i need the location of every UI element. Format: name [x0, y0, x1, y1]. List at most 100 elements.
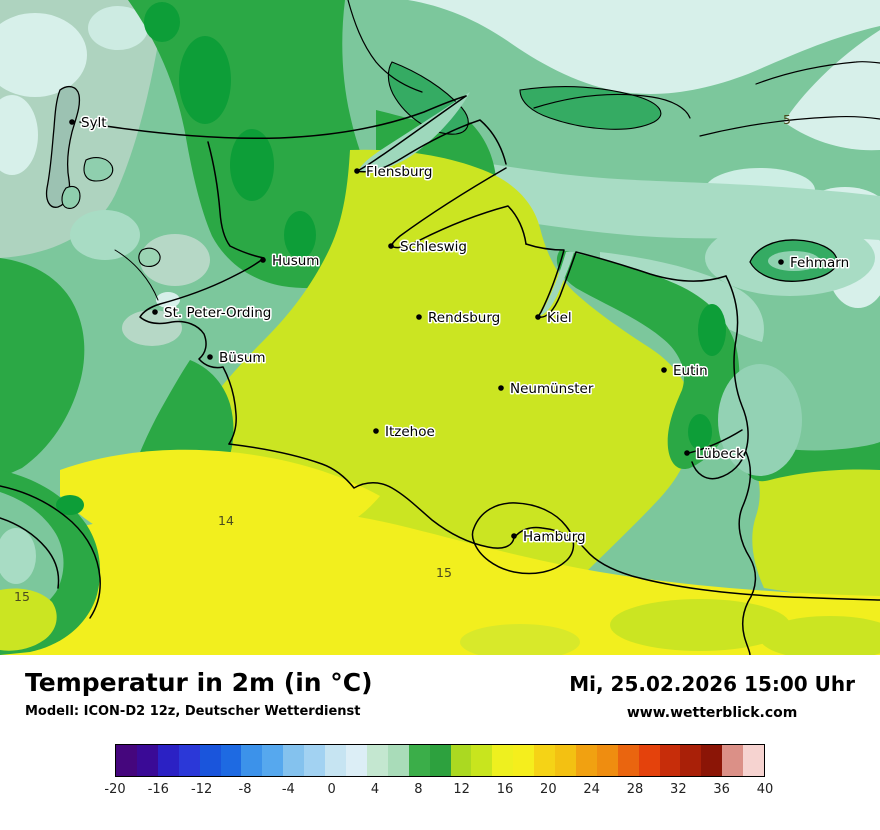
city-marker: Büsum [207, 349, 267, 368]
legend-color-block [262, 745, 284, 776]
elbe-river [228, 443, 880, 601]
temperature-value: 15 [436, 565, 452, 580]
city-marker: Itzehoe [373, 423, 436, 442]
city-dot [69, 119, 75, 125]
island-amrum [61, 185, 81, 209]
legend-color-block [220, 745, 242, 776]
city-marker: St. Peter-Ording [152, 304, 273, 323]
legend-tick: 20 [540, 782, 557, 797]
legend-color-block [345, 745, 367, 776]
city-marker: Lübeck [684, 445, 746, 464]
city-dot [388, 243, 394, 249]
city-marker: Kiel [535, 309, 573, 328]
legend-color-block [387, 745, 409, 776]
temperature-value: 5 [783, 112, 791, 127]
legend-color-block [701, 745, 723, 776]
legend-color-block [136, 745, 158, 776]
legend-color-block [283, 745, 305, 776]
west-coastline [139, 141, 265, 445]
city-label: Hamburg [523, 529, 586, 545]
city-dot [260, 257, 266, 263]
city-label: Husum [272, 253, 319, 269]
weather-map: Sylt Flensburg Schleswig Husum Fehmarn St. Pe… [0, 0, 880, 655]
legend-tick: 16 [496, 782, 514, 797]
legend-tick: -8 [238, 782, 252, 797]
city-label: Sylt [81, 115, 107, 131]
legend-color-block [178, 745, 200, 776]
coastlines [0, 0, 880, 655]
legend-color-block [429, 745, 451, 776]
city-label: Schleswig [400, 239, 467, 255]
legend-tick: -4 [281, 782, 295, 797]
legend-color-block [722, 745, 744, 776]
legend-color-block [304, 745, 326, 776]
legend-color-block [471, 745, 493, 776]
website-url: www.wetterblick.com [626, 705, 798, 721]
flensburg-fjord [358, 92, 470, 172]
legend-tick: 12 [453, 782, 470, 797]
danish-border [79, 95, 467, 140]
city-label: Flensburg [366, 164, 432, 180]
city-label: Itzehoe [385, 424, 435, 440]
city-marker: Fehmarn [778, 254, 851, 273]
city-dot [535, 314, 541, 320]
legend-color-block [743, 745, 765, 776]
legend-tick: 32 [670, 782, 687, 797]
legend-color-block [366, 745, 388, 776]
legend-tick: -12 [191, 782, 213, 797]
forecast-datetime: Mi, 25.02.2026 15:00 Uhr [569, 672, 855, 696]
legend-tick: 36 [713, 782, 730, 797]
legend-color-block [450, 745, 472, 776]
map-svg: Sylt Flensburg Schleswig Husum Fehmarn St. Pe… [0, 0, 880, 655]
island-foehr [83, 157, 114, 182]
city-dot [498, 385, 504, 391]
hamburg-border [471, 502, 575, 575]
legend-color-block [157, 745, 179, 776]
city-labels-layer: Sylt Flensburg Schleswig Husum Fehmarn St. Pe… [69, 114, 851, 547]
legend-color-block [513, 745, 535, 776]
legend-color-block [534, 745, 556, 776]
city-label: Rendsburg [428, 310, 500, 326]
city-dot [684, 450, 690, 456]
city-marker: Rendsburg [416, 309, 502, 328]
legend-color-block [325, 745, 346, 776]
schlei-inlet [390, 167, 527, 249]
city-dot [152, 309, 158, 315]
city-label: Kiel [547, 310, 572, 326]
legend-color-block [116, 745, 137, 776]
city-label: Büsum [219, 350, 266, 366]
legend-color-block [680, 745, 702, 776]
legend-color-block [659, 745, 681, 776]
temperature-legend: -20 -16 -12 -8 -4 0 4 8 12 16 20 24 28 32 36 40 [25, 744, 855, 800]
city-marker: Flensburg [354, 163, 434, 182]
city-marker: Schleswig [388, 238, 469, 257]
city-marker: Hamburg [511, 528, 587, 547]
legend-tick: 0 [327, 782, 336, 797]
city-label: Eutin [673, 363, 708, 379]
island-pellworm [138, 247, 161, 267]
legend-color-block [408, 745, 430, 776]
city-marker: Neumünster [498, 380, 595, 399]
legend-color-block [555, 745, 576, 776]
city-dot [511, 533, 517, 539]
legend-colorbar [115, 744, 765, 777]
legend-color-block [575, 745, 597, 776]
legend-color-block [638, 745, 660, 776]
title-row: Temperatur in 2m (in °C) Modell: ICON-D2… [25, 668, 855, 721]
city-dot [416, 314, 422, 320]
legend-tick-labels: -20 -16 -12 -8 -4 0 4 8 12 16 20 24 28 32 36 40 [104, 782, 773, 800]
legend-tick: 8 [414, 782, 423, 797]
page-title: Temperatur in 2m (in °C) [25, 668, 373, 697]
legend-tick: 28 [626, 782, 644, 797]
city-marker: Eutin [661, 362, 709, 381]
temperature-value-labels: 5 14 15 15 [14, 112, 791, 604]
city-dot [661, 367, 667, 373]
legend-color-block [241, 745, 263, 776]
city-label: Lübeck [696, 446, 744, 462]
info-panel: Temperatur in 2m (in °C) Modell: ICON-D2… [0, 655, 880, 830]
legend-tick: 40 [756, 782, 774, 797]
legend-tick: 4 [370, 782, 380, 797]
model-info: Modell: ICON-D2 12z, Deutscher Wetterdie… [25, 704, 361, 719]
city-marker: Husum [260, 252, 321, 271]
state-border-east [738, 451, 757, 655]
